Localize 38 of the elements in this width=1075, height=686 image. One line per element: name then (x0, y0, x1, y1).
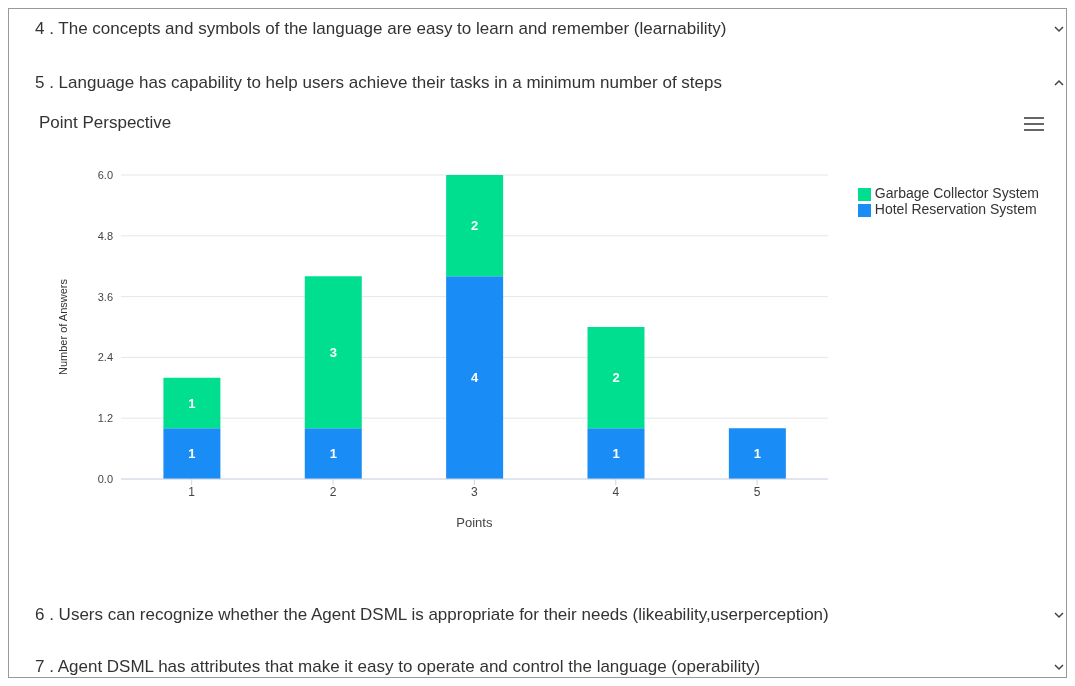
text: 4 . The concepts and symbols of the language are easy to learn and remember (learnability) (35, 19, 727, 39)
data-label: 1 (753, 446, 761, 462)
bar (446, 175, 504, 277)
y-tick-label: 1.2 (97, 412, 113, 425)
data-label: 1 (188, 446, 196, 462)
data-label: 2 (612, 370, 620, 386)
bar (163, 428, 221, 479)
data-label: 1 (188, 395, 196, 411)
chart-subtitle: 5 . Language has capability to help users achieve their tasks in a minimum number of steps (35, 73, 722, 93)
bar (728, 428, 786, 479)
bar (163, 377, 221, 429)
data-label: 1 (329, 446, 337, 462)
y-axis-title: Number of Answers (56, 278, 69, 375)
data-label: 3 (329, 344, 337, 360)
y-tick-label: 3.6 (97, 290, 113, 303)
x-tick-label: 4 (612, 484, 620, 499)
legend-label: Garbage Collector System (874, 185, 1039, 201)
x-tick-label: 3 (471, 484, 479, 499)
y-tick-label: 2.4 (97, 351, 113, 364)
bar (446, 276, 504, 479)
chart-title: Point Perspective (39, 113, 172, 133)
y-tick-label: 6.0 (97, 168, 113, 181)
bar (304, 276, 362, 429)
data-label: 2 (471, 218, 479, 234)
bar (587, 327, 645, 429)
text: 6 . Users can recognize whether the Agent DSML is appropriate for their needs (likeability,userperception) (35, 605, 829, 625)
legend-label: Hotel Reservation System (874, 201, 1037, 217)
x-tick-label: 2 (329, 484, 337, 499)
data-label: 1 (612, 446, 620, 462)
x-axis-title: Points (456, 515, 493, 530)
y-tick-label: 4.8 (97, 229, 113, 242)
x-tick-label: 5 (753, 484, 761, 499)
x-tick-label: 1 (188, 484, 196, 499)
bar (587, 428, 645, 479)
text: 7 . Agent DSML has attributes that make it easy to operate and control the language (operability) (35, 657, 761, 677)
bar (304, 428, 362, 479)
data-label: 4 (471, 370, 480, 386)
y-tick-label: 0.0 (97, 472, 113, 485)
